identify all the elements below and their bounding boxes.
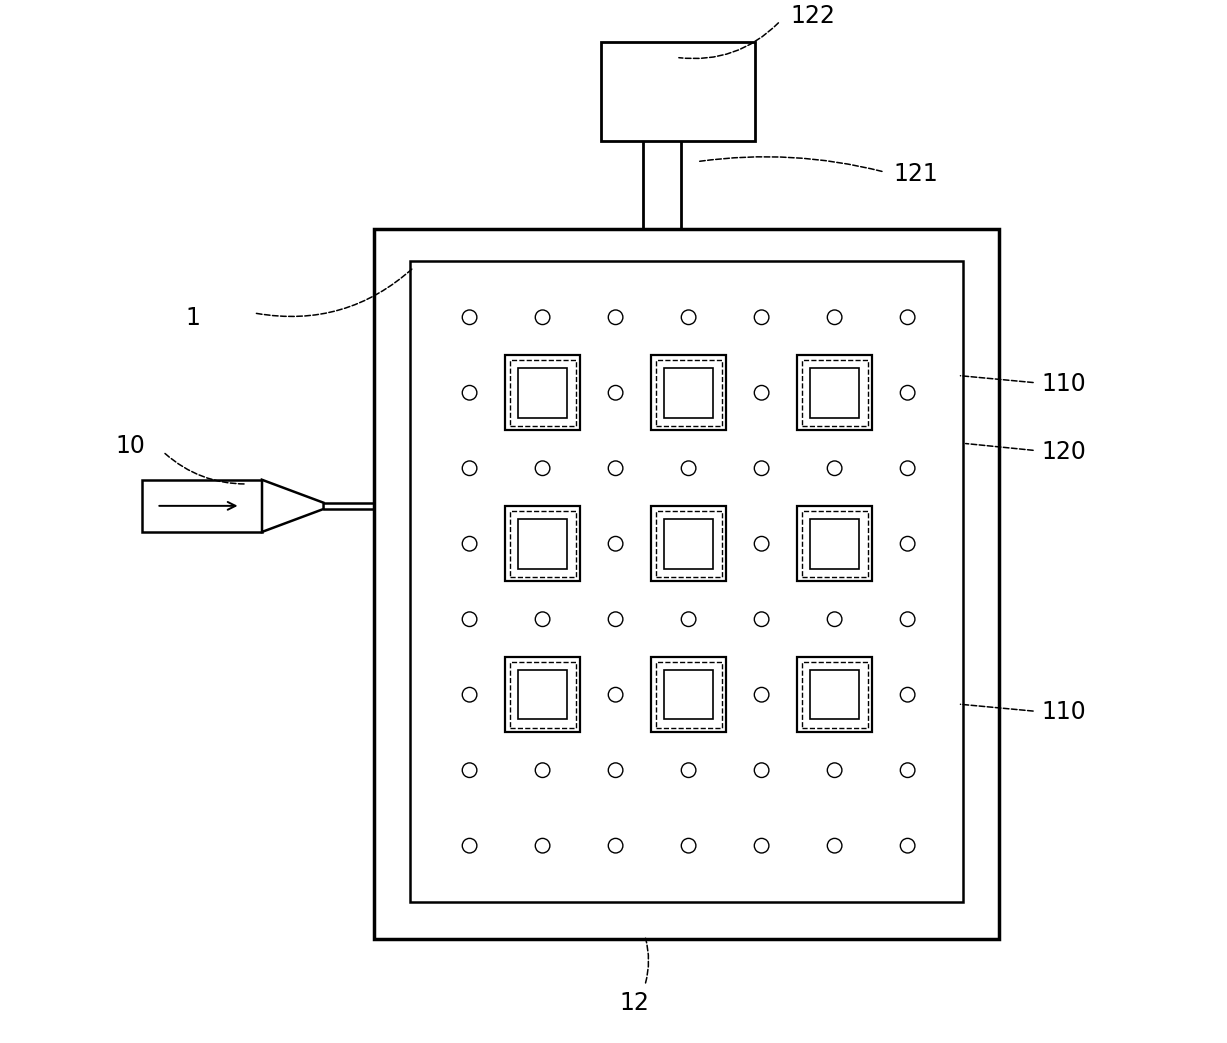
Polygon shape (263, 480, 324, 532)
Circle shape (609, 612, 623, 627)
Text: 10: 10 (115, 434, 145, 459)
Bar (655, 360, 721, 426)
Bar (518, 519, 567, 568)
Bar (509, 360, 575, 426)
Circle shape (535, 310, 550, 324)
Bar (798, 657, 872, 732)
Circle shape (755, 386, 769, 401)
Bar (801, 360, 867, 426)
Circle shape (463, 310, 477, 324)
Text: 12: 12 (620, 991, 649, 1016)
Bar (810, 519, 859, 568)
Circle shape (827, 612, 842, 627)
Bar (142, 480, 263, 532)
Circle shape (755, 612, 769, 627)
Circle shape (609, 536, 623, 551)
Bar (810, 670, 859, 720)
Circle shape (463, 536, 477, 551)
Circle shape (609, 386, 623, 401)
Bar (664, 368, 713, 417)
Circle shape (463, 461, 477, 476)
Bar (506, 657, 580, 732)
Circle shape (609, 839, 623, 853)
Text: 110: 110 (1042, 371, 1086, 396)
Text: 121: 121 (893, 162, 937, 187)
Bar (664, 670, 713, 720)
Bar (506, 506, 580, 581)
Bar (655, 511, 721, 577)
Circle shape (681, 762, 696, 777)
Circle shape (755, 762, 769, 777)
Circle shape (609, 687, 623, 702)
Bar (798, 506, 872, 581)
Circle shape (535, 461, 550, 476)
Circle shape (609, 461, 623, 476)
Circle shape (463, 839, 477, 853)
Circle shape (535, 762, 550, 777)
Text: 110: 110 (1042, 700, 1086, 725)
Bar (601, 42, 756, 141)
Circle shape (681, 310, 696, 324)
Circle shape (681, 612, 696, 627)
Bar (801, 511, 867, 577)
Circle shape (827, 310, 842, 324)
Circle shape (463, 687, 477, 702)
Circle shape (755, 310, 769, 324)
Circle shape (755, 461, 769, 476)
Circle shape (463, 612, 477, 627)
Circle shape (609, 310, 623, 324)
Text: 1: 1 (185, 306, 201, 331)
Circle shape (901, 687, 915, 702)
Bar (509, 661, 575, 728)
Bar (518, 368, 567, 417)
Circle shape (535, 839, 550, 853)
Circle shape (827, 762, 842, 777)
Bar (509, 511, 575, 577)
Circle shape (463, 386, 477, 401)
Circle shape (827, 461, 842, 476)
Text: 122: 122 (791, 3, 836, 28)
Circle shape (901, 310, 915, 324)
Circle shape (827, 839, 842, 853)
Bar (652, 356, 726, 431)
Bar (506, 356, 580, 431)
Bar (810, 368, 859, 417)
Bar (655, 661, 721, 728)
Circle shape (901, 612, 915, 627)
Bar (664, 519, 713, 568)
Circle shape (901, 461, 915, 476)
Circle shape (463, 762, 477, 777)
Bar (801, 661, 867, 728)
Bar (518, 670, 567, 720)
Circle shape (609, 762, 623, 777)
Bar (373, 229, 1000, 939)
Circle shape (755, 687, 769, 702)
Text: 120: 120 (1042, 439, 1086, 464)
Circle shape (755, 536, 769, 551)
Bar (798, 356, 872, 431)
Circle shape (901, 839, 915, 853)
Bar (410, 261, 963, 902)
Circle shape (901, 386, 915, 401)
Circle shape (681, 461, 696, 476)
Circle shape (755, 839, 769, 853)
Circle shape (901, 536, 915, 551)
Circle shape (901, 762, 915, 777)
Bar (652, 657, 726, 732)
Circle shape (681, 839, 696, 853)
Bar (652, 506, 726, 581)
Circle shape (535, 612, 550, 627)
